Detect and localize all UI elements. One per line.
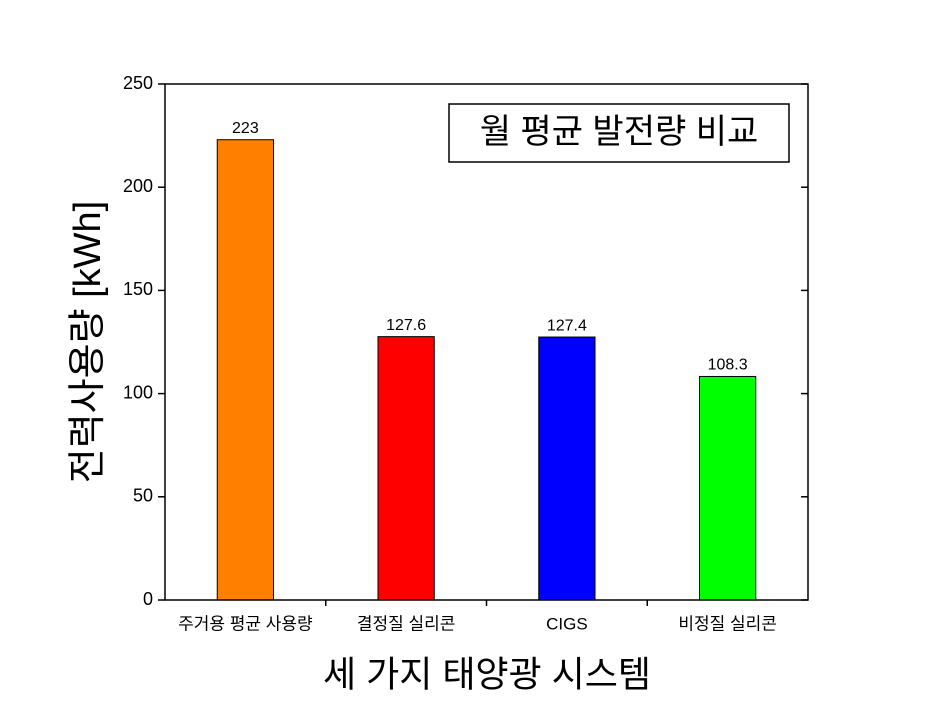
value-label: 223 bbox=[232, 120, 259, 137]
value-label: 127.6 bbox=[386, 317, 426, 334]
y-tick-label: 150 bbox=[123, 279, 153, 299]
y-tick-label: 0 bbox=[143, 589, 153, 609]
plot-frame bbox=[164, 83, 809, 601]
y-axis-label: 전력사용량 [kWh] bbox=[67, 201, 109, 483]
bar bbox=[538, 336, 596, 601]
y-tick-label: 200 bbox=[123, 176, 153, 196]
bar bbox=[216, 139, 275, 601]
y-tick-label: 50 bbox=[133, 486, 153, 506]
x-axis-label: 세 가지 태양광 시스템 bbox=[323, 654, 651, 695]
value-label: 108.3 bbox=[708, 357, 748, 374]
x-tick-label: CIGS bbox=[546, 614, 588, 633]
x-tick-label: 비정질 실리콘 bbox=[678, 614, 777, 633]
annotation-box bbox=[448, 103, 790, 163]
bar bbox=[377, 336, 435, 601]
bar bbox=[698, 375, 757, 601]
y-tick-label: 250 bbox=[123, 73, 153, 93]
x-tick-label: 주거용 평균 사용량 bbox=[178, 614, 313, 633]
y-tick-label: 100 bbox=[123, 382, 153, 402]
x-tick-label: 결정질 실리콘 bbox=[357, 614, 456, 633]
annotation: 월 평균 발전량 비교 bbox=[480, 113, 759, 151]
value-label: 127.4 bbox=[547, 317, 587, 334]
